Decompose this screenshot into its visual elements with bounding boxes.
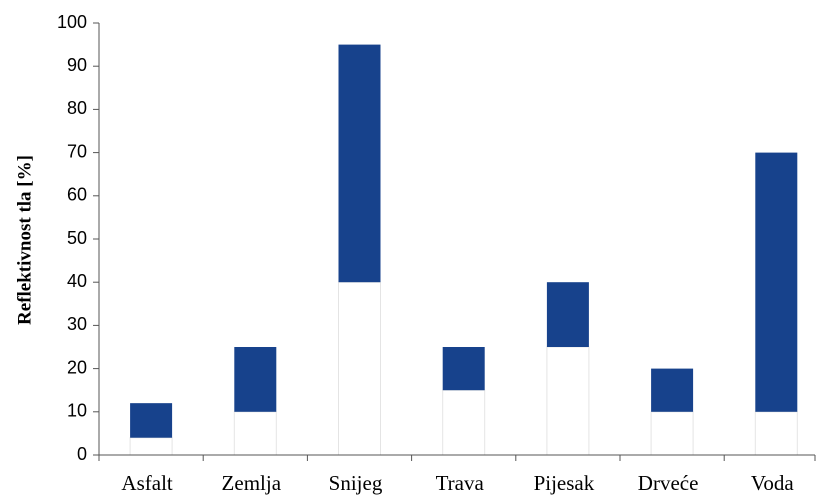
bar — [234, 347, 277, 412]
y-tick-label: 100 — [57, 12, 87, 32]
bar — [338, 44, 381, 283]
y-tick-label: 50 — [67, 228, 87, 248]
y-tick-label: 70 — [67, 141, 87, 161]
bar — [755, 152, 798, 412]
bar — [442, 347, 485, 391]
y-tick-label: 20 — [67, 357, 87, 377]
y-axis-label: Reflektivnost tla [%] — [14, 155, 35, 325]
y-tick-label: 30 — [67, 314, 87, 334]
bar-base — [442, 389, 486, 456]
bar — [546, 282, 589, 347]
y-tick-label: 0 — [77, 444, 87, 464]
x-tick-label: Asfalt — [121, 471, 172, 495]
bar — [130, 403, 173, 438]
y-tick-label: 60 — [67, 185, 87, 205]
y-tick-label: 40 — [67, 271, 87, 291]
bar-base — [129, 437, 173, 456]
bar-base — [546, 346, 590, 456]
y-tick-label: 80 — [67, 98, 87, 118]
y-tick-label: 90 — [67, 55, 87, 75]
x-tick-label: Snijeg — [329, 471, 383, 495]
bar-base — [233, 411, 277, 456]
y-tick-label: 10 — [67, 401, 87, 421]
x-tick-label: Drveće — [638, 471, 699, 495]
bar — [651, 368, 694, 412]
bar-base — [754, 411, 798, 456]
bar-base — [650, 411, 694, 456]
x-tick-label: Pijesak — [534, 471, 595, 495]
x-tick-label: Trava — [436, 471, 485, 495]
bar-base — [338, 281, 381, 456]
x-tick-label: Zemlja — [222, 471, 282, 495]
x-tick-label: Voda — [751, 471, 794, 495]
